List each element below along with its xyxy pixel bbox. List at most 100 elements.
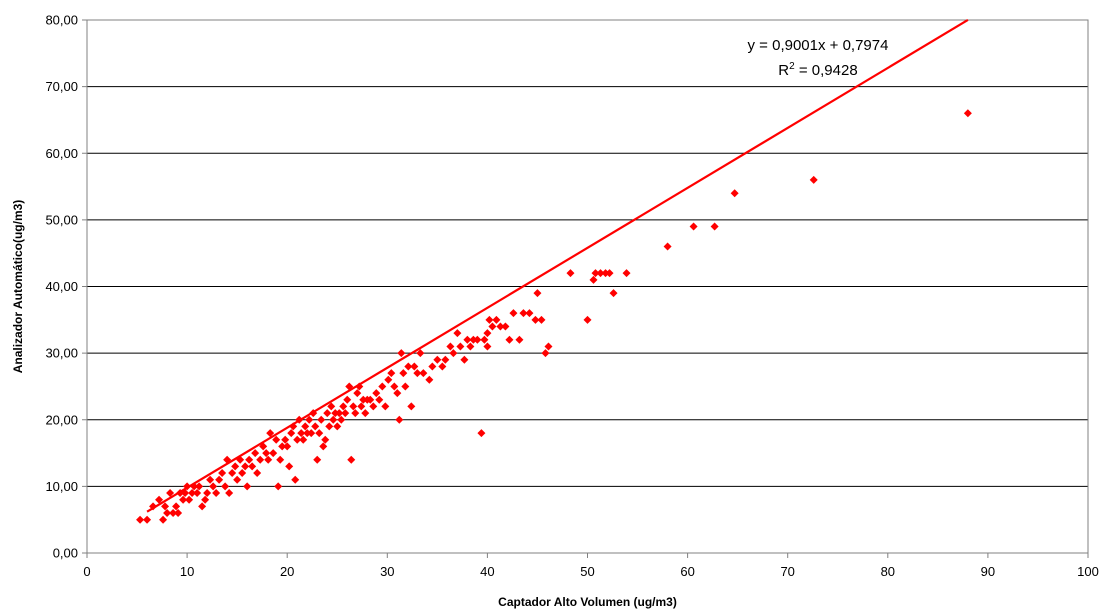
r-squared-superscript: 2 xyxy=(789,61,795,72)
data-point xyxy=(233,475,242,484)
data-point xyxy=(155,495,164,504)
data-point xyxy=(305,415,314,424)
data-point xyxy=(303,429,312,438)
data-point xyxy=(307,429,316,438)
y-axis-ticks: 0,00 10,00 20,00 30,00 40,00 50,00 60,00 70,00 8… xyxy=(45,13,87,561)
data-point xyxy=(212,489,221,498)
data-point xyxy=(331,409,340,418)
data-point xyxy=(663,242,672,251)
data-point xyxy=(201,495,210,504)
data-point xyxy=(710,222,719,231)
data-point xyxy=(505,335,514,344)
data-point xyxy=(287,429,296,438)
data-point xyxy=(313,455,322,464)
data-point xyxy=(193,489,202,498)
data-point xyxy=(276,455,285,464)
data-point xyxy=(453,329,462,338)
data-point xyxy=(369,402,378,411)
data-point xyxy=(241,462,250,471)
data-point xyxy=(198,502,207,511)
data-point xyxy=(174,509,183,518)
data-point xyxy=(378,382,387,391)
y-tick-label: 40,00 xyxy=(45,279,78,294)
data-point xyxy=(456,342,465,351)
x-tick-label: 30 xyxy=(380,564,394,579)
x-tick-label: 40 xyxy=(480,564,494,579)
data-point xyxy=(228,469,237,478)
data-point xyxy=(251,449,260,458)
data-point xyxy=(143,515,152,524)
data-point xyxy=(159,515,168,524)
data-point xyxy=(463,335,472,344)
data-point xyxy=(963,109,972,118)
data-point xyxy=(407,402,416,411)
data-point xyxy=(353,389,362,398)
data-point xyxy=(351,409,360,418)
data-point xyxy=(335,409,344,418)
data-point xyxy=(325,422,334,431)
data-point xyxy=(589,275,598,284)
data-point xyxy=(428,362,437,371)
data-point xyxy=(195,482,204,491)
data-point xyxy=(321,435,330,444)
data-point xyxy=(480,335,489,344)
data-point xyxy=(397,349,406,358)
x-tick-label: 0 xyxy=(83,564,90,579)
data-point xyxy=(253,469,262,478)
data-point xyxy=(730,189,739,198)
data-point xyxy=(297,429,306,438)
y-axis-title: Analizador Automático(ug/m3) xyxy=(11,200,25,374)
data-point xyxy=(689,222,698,231)
x-tick-label: 10 xyxy=(180,564,194,579)
data-point xyxy=(281,435,290,444)
data-point xyxy=(299,435,308,444)
data-point xyxy=(449,349,458,358)
data-point xyxy=(264,455,273,464)
data-point xyxy=(266,429,275,438)
data-point xyxy=(315,429,324,438)
data-point xyxy=(399,369,408,378)
x-tick-label: 20 xyxy=(280,564,294,579)
trendline xyxy=(146,19,969,513)
data-point xyxy=(483,329,492,338)
data-point xyxy=(404,362,413,371)
data-point xyxy=(605,269,614,278)
y-tick-label: 0,00 xyxy=(53,546,78,561)
data-point xyxy=(243,482,252,491)
data-point xyxy=(366,395,375,404)
data-point xyxy=(343,395,352,404)
r-squared-prefix: R xyxy=(778,62,789,79)
data-point xyxy=(541,349,550,358)
data-point xyxy=(188,489,197,498)
data-point xyxy=(349,402,358,411)
data-point xyxy=(262,449,271,458)
data-point xyxy=(601,269,610,278)
data-point xyxy=(622,269,631,278)
data-point xyxy=(283,442,292,451)
data-point xyxy=(473,335,482,344)
data-point xyxy=(361,409,370,418)
data-point xyxy=(185,495,194,504)
trendline-equation: y = 0,9001x + 0,7974 xyxy=(748,37,889,54)
data-point xyxy=(311,422,320,431)
data-point xyxy=(359,395,368,404)
data-point xyxy=(375,395,384,404)
data-point xyxy=(329,415,338,424)
data-point xyxy=(525,309,534,318)
x-axis-ticks: 0 10 20 30 40 50 60 70 80 90 100 xyxy=(83,553,1099,579)
data-point xyxy=(278,442,287,451)
data-point xyxy=(206,475,215,484)
data-point xyxy=(238,469,247,478)
x-tick-label: 60 xyxy=(680,564,694,579)
data-point xyxy=(209,482,218,491)
y-tick-label: 10,00 xyxy=(45,479,78,494)
data-point xyxy=(446,342,455,351)
data-point xyxy=(441,355,450,364)
data-point xyxy=(477,429,486,438)
data-point xyxy=(357,402,366,411)
data-point xyxy=(163,509,172,518)
data-point xyxy=(339,402,348,411)
data-point xyxy=(166,489,175,498)
gridlines xyxy=(87,86,1088,487)
